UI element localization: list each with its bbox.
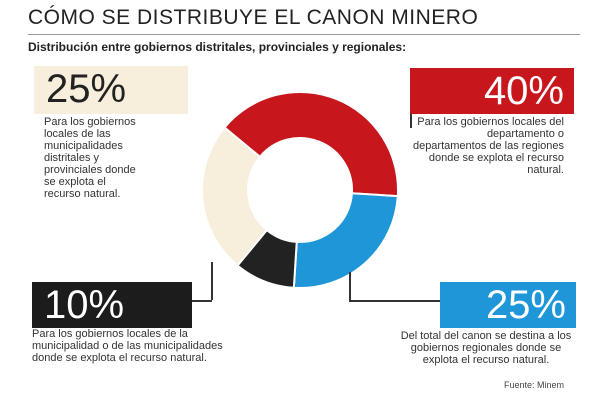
pct-label-cream: 25% — [34, 66, 188, 114]
desc-cream: Para los gobiernos locales de las munici… — [44, 116, 136, 200]
leader-blue — [349, 272, 351, 300]
slice-blue-25 — [292, 192, 399, 289]
desc-blue: Del total del canon se destina a los gob… — [400, 330, 572, 366]
slice-red-40 — [223, 91, 399, 198]
leader-blue-h — [349, 300, 449, 302]
source-note: Fuente: Minem — [503, 380, 564, 390]
desc-red: Para los gobiernos locales del departame… — [412, 116, 564, 176]
pct-label-blue: 25% — [440, 282, 576, 328]
page-title: CÓMO SE DISTRIBUYE EL CANON MINERO — [28, 6, 479, 29]
leader-black — [211, 262, 213, 300]
pct-label-red: 40% — [410, 68, 574, 114]
desc-black: Para los gobiernos locales de la municip… — [32, 328, 223, 364]
slice-cream-25 — [201, 126, 269, 267]
pct-label-black: 10% — [32, 282, 192, 328]
title-divider — [28, 34, 580, 35]
chart-subtitle: Distribución entre gobiernos distritales… — [28, 40, 407, 54]
